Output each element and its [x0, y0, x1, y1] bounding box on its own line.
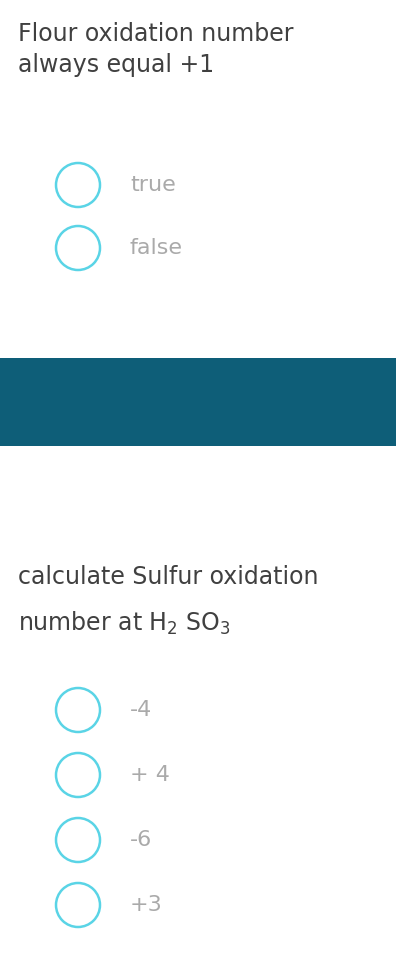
Text: calculate Sulfur oxidation: calculate Sulfur oxidation: [18, 565, 318, 589]
Text: + 4: + 4: [130, 765, 170, 785]
Text: false: false: [130, 238, 183, 258]
Text: number at $\mathregular{H_2}$ $\mathregular{SO_3}$: number at $\mathregular{H_2}$ $\mathregu…: [18, 610, 230, 637]
Text: +3: +3: [130, 895, 163, 915]
Text: Flour oxidation number
always equal +1: Flour oxidation number always equal +1: [18, 22, 293, 76]
Text: -4: -4: [130, 700, 152, 720]
Bar: [0, 358, 396, 446]
Text: -6: -6: [130, 830, 152, 850]
Text: true: true: [130, 175, 176, 195]
